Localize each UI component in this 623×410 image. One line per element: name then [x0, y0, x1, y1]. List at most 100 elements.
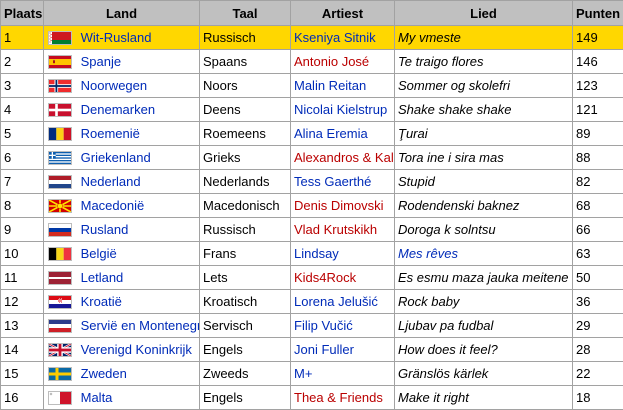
flag-greece-icon: [48, 151, 72, 165]
language-cell: Russisch: [200, 218, 291, 242]
song-cell: Rock baby: [395, 290, 573, 314]
country-cell: Letland: [44, 266, 200, 290]
artist-cell: Alina Eremia: [291, 122, 395, 146]
flag-belgium-icon: [48, 247, 72, 261]
points-cell: 123: [573, 74, 623, 98]
artist-link[interactable]: Nicolai Kielstrup: [294, 102, 387, 117]
language-cell: Noors: [200, 74, 291, 98]
points-cell: 149: [573, 26, 623, 50]
artist-cell: Alexandros & Kalli: [291, 146, 395, 170]
song-cell: Rodendenski baknez: [395, 194, 573, 218]
song-link[interactable]: Mes rêves: [398, 246, 458, 261]
country-link[interactable]: België: [81, 246, 117, 261]
song-cell: Ljubav pa fudbal: [395, 314, 573, 338]
artist-link[interactable]: Filip Vučić: [294, 318, 353, 333]
country-link[interactable]: Zweden: [81, 366, 127, 381]
country-link[interactable]: Verenigd Koninkrijk: [81, 342, 192, 357]
language-cell: Engels: [200, 386, 291, 410]
song-title: My vmeste: [398, 30, 461, 45]
table-row: 4 Denemarken Deens Nicolai Kielstrup Sha…: [1, 98, 623, 122]
artist-link[interactable]: Kids4Rock: [294, 270, 356, 285]
points-cell: 22: [573, 362, 623, 386]
column-header-punten: Punten: [573, 1, 623, 26]
artist-cell: M+: [291, 362, 395, 386]
points-cell: 82: [573, 170, 623, 194]
place-cell: 12: [1, 290, 44, 314]
artist-link[interactable]: Joni Fuller: [294, 342, 354, 357]
place-cell: 16: [1, 386, 44, 410]
artist-link[interactable]: Lindsay: [294, 246, 339, 261]
language-cell: Grieks: [200, 146, 291, 170]
country-link[interactable]: Roemenië: [81, 126, 140, 141]
language-cell: Engels: [200, 338, 291, 362]
song-cell: Shake shake shake: [395, 98, 573, 122]
flag-russia-icon: [48, 223, 72, 237]
country-cell: Griekenland: [44, 146, 200, 170]
country-link[interactable]: Servië en Montenegro: [81, 318, 200, 333]
column-header-plaats: Plaats: [1, 1, 44, 26]
flag-uk-icon: [48, 343, 72, 357]
language-cell: Nederlands: [200, 170, 291, 194]
country-link[interactable]: Spanje: [81, 54, 121, 69]
place-cell: 2: [1, 50, 44, 74]
place-cell: 10: [1, 242, 44, 266]
country-link[interactable]: Noorwegen: [81, 78, 148, 93]
song-cell: Make it right: [395, 386, 573, 410]
country-link[interactable]: Macedonië: [81, 198, 145, 213]
table-row: 6 Griekenland Grieks Alexandros & Kalli …: [1, 146, 623, 170]
country-cell: Macedonië: [44, 194, 200, 218]
country-link[interactable]: Griekenland: [81, 150, 151, 165]
place-cell: 15: [1, 362, 44, 386]
language-cell: Deens: [200, 98, 291, 122]
place-cell: 13: [1, 314, 44, 338]
points-cell: 29: [573, 314, 623, 338]
country-cell: Roemenië: [44, 122, 200, 146]
artist-link[interactable]: Thea & Friends: [294, 390, 383, 405]
column-header-lied: Lied: [395, 1, 573, 26]
language-cell: Macedonisch: [200, 194, 291, 218]
song-title: Gränslös kärlek: [398, 366, 488, 381]
artist-cell: Nicolai Kielstrup: [291, 98, 395, 122]
song-cell: My vmeste: [395, 26, 573, 50]
points-cell: 36: [573, 290, 623, 314]
artist-link[interactable]: Malin Reitan: [294, 78, 366, 93]
song-title: Es esmu maza jauka meitene: [398, 270, 569, 285]
flag-latvia-icon: [48, 271, 72, 285]
artist-link[interactable]: Antonio José: [294, 54, 369, 69]
country-link[interactable]: Nederland: [81, 174, 141, 189]
country-link[interactable]: Kroatië: [81, 294, 122, 309]
country-link[interactable]: Wit-Rusland: [81, 30, 152, 45]
artist-link[interactable]: Lorena Jelušić: [294, 294, 378, 309]
language-cell: Roemeens: [200, 122, 291, 146]
artist-link[interactable]: M+: [294, 366, 312, 381]
country-cell: Zweden: [44, 362, 200, 386]
artist-link[interactable]: Alexandros & Kalli: [294, 150, 395, 165]
artist-link[interactable]: Denis Dimovski: [294, 198, 384, 213]
place-cell: 3: [1, 74, 44, 98]
artist-cell: Kids4Rock: [291, 266, 395, 290]
place-cell: 11: [1, 266, 44, 290]
artist-link[interactable]: Alina Eremia: [294, 126, 368, 141]
flag-macedonia-icon: [48, 199, 72, 213]
country-cell: Spanje: [44, 50, 200, 74]
place-cell: 9: [1, 218, 44, 242]
table-row: 14 Verenigd Koninkrijk Engels Joni Fulle…: [1, 338, 623, 362]
artist-link[interactable]: Vlad Krutskikh: [294, 222, 377, 237]
points-cell: 89: [573, 122, 623, 146]
place-cell: 1: [1, 26, 44, 50]
language-cell: Spaans: [200, 50, 291, 74]
artist-cell: Kseniya Sitnik: [291, 26, 395, 50]
artist-link[interactable]: Tess Gaerthé: [294, 174, 371, 189]
flag-romania-icon: [48, 127, 72, 141]
song-title: Shake shake shake: [398, 102, 511, 117]
country-cell: Verenigd Koninkrijk: [44, 338, 200, 362]
country-link[interactable]: Letland: [81, 270, 124, 285]
artist-cell: Lorena Jelušić: [291, 290, 395, 314]
table-row: 3 Noorwegen Noors Malin Reitan Sommer og…: [1, 74, 623, 98]
country-link[interactable]: Denemarken: [81, 102, 155, 117]
country-link[interactable]: Rusland: [81, 222, 129, 237]
artist-cell: Thea & Friends: [291, 386, 395, 410]
language-cell: Russisch: [200, 26, 291, 50]
country-link[interactable]: Malta: [81, 390, 113, 405]
artist-link[interactable]: Kseniya Sitnik: [294, 30, 376, 45]
